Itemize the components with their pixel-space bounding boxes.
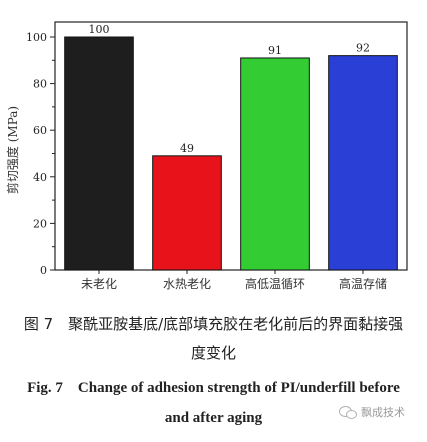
x-tick-label: 水热老化 [163, 277, 211, 291]
plot-frame [54, 21, 408, 271]
bar [328, 55, 398, 271]
data-label: 49 [180, 142, 194, 155]
bar [240, 57, 310, 271]
y-axis: 0 20 40 60 80 100 [26, 31, 55, 277]
x-tick-label: 高低温循环 [245, 276, 305, 291]
bars: 100 49 91 92 [64, 23, 398, 271]
y-tick-label: 100 [26, 31, 47, 44]
y-axis-label: 剪切强度 (MPa) [5, 106, 20, 194]
x-axis-labels: 未老化 水热老化 高低温循环 高温存储 [81, 270, 387, 291]
figure-caption-cn-line1: 图 7 聚酰亚胺基底/底部填充胶在老化前后的界面黏接强 [23, 315, 404, 333]
data-label: 92 [356, 42, 370, 55]
y-tick-label: 80 [33, 78, 47, 91]
y-tick-label: 40 [33, 171, 47, 184]
figure-caption-cn-line2: 度变化 [190, 344, 236, 362]
x-tick-label: 未老化 [81, 277, 117, 291]
wechat-icon [339, 405, 357, 419]
figure-caption-en-line2: and after aging [164, 410, 263, 426]
watermark: 飘成技术 [339, 404, 405, 420]
y-tick-label: 60 [33, 124, 47, 137]
figure-caption-en-line1: Fig. 7 Change of adhesion strength of PI… [27, 380, 400, 396]
data-label: 100 [89, 23, 110, 36]
plot-border [54, 21, 408, 271]
watermark-text: 飘成技术 [361, 406, 405, 419]
data-label: 91 [268, 44, 282, 57]
x-tick-label: 高温存储 [339, 276, 387, 291]
y-tick-label: 0 [40, 264, 47, 277]
y-tick-label: 20 [33, 217, 47, 230]
bar [64, 36, 134, 271]
bar [152, 155, 222, 271]
